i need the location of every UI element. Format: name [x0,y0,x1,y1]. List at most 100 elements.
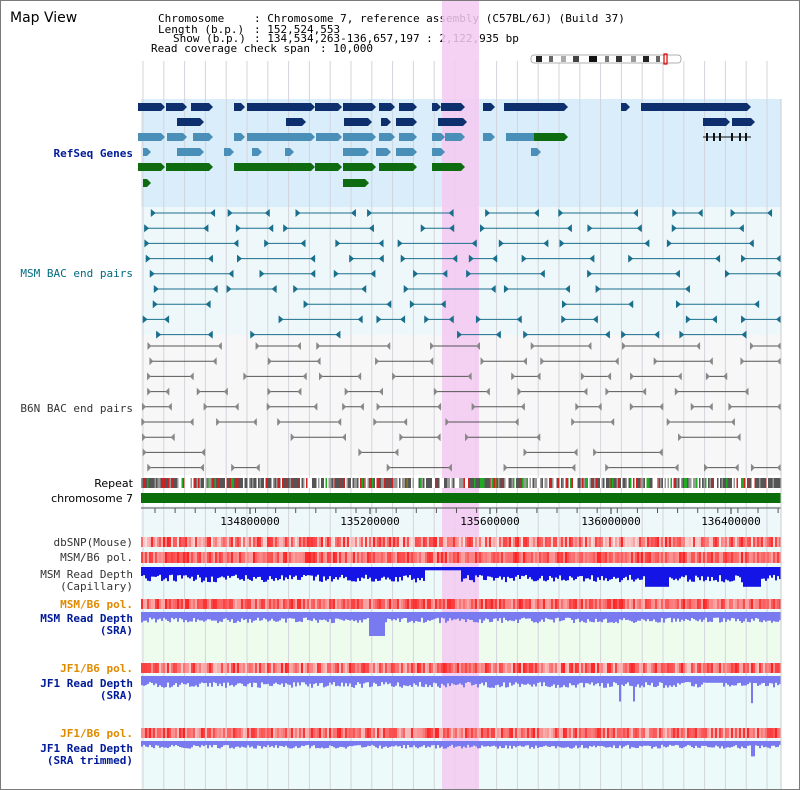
dbsnp-heat [327,537,330,547]
repeat-element [255,478,257,488]
msm-bac-end [730,209,736,217]
msm-sra-depth-bar [681,612,683,620]
msm-b6-pol-heat-2 [375,599,378,609]
jf1-sra-depth-bar [355,676,357,686]
jf1-b6-pol-heat [695,663,698,673]
jf1-b6-pol-heat [389,663,392,673]
dbsnp-heat [699,537,702,547]
repeat-element [451,478,454,488]
refseq-gene-arrow [365,148,369,156]
repeat-element [420,478,422,488]
msm-b6-pol-heat [229,552,232,563]
msm-bac-end [711,315,717,324]
jf1-b6-pol-heat-2 [527,728,530,738]
repeat-element [169,478,172,488]
msm-capillary-depth-bar [457,567,459,571]
msm-b6-pol-heat-2 [489,599,492,609]
repeat-element [304,478,307,488]
msm-b6-pol-heat-2 [373,599,376,609]
msm-sra-depth-bar [315,612,317,621]
jf1-b6-pol-heat [765,663,768,673]
msm-b6-pol-heat [545,552,548,563]
msm-b6-pol-heat [623,552,626,563]
msm-b6-pol-heat-2 [391,599,394,609]
dbsnp-heat [479,537,482,547]
msm-sra-depth-bar [537,612,539,624]
msm-sra-depth-bar [437,612,439,618]
jf1-sra-depth-bar [265,676,267,685]
repeat-element [726,478,728,488]
repeat-element [462,478,464,488]
jf1-b6-pol-heat [473,663,476,673]
jf1-b6-pol-heat-2 [341,728,344,738]
dbsnp-heat [589,537,592,547]
jf1-trimmed-depth-bar [341,741,343,747]
jf1-sra-depth-bar [211,676,213,687]
jf1-b6-pol-heat-2 [509,728,512,738]
ruler-tick-label: 136000000 [581,515,641,528]
msm-sra-depth-bar [277,612,279,622]
msm-sra-depth-bar [567,612,569,618]
jf1-b6-pol-heat [415,663,418,673]
jf1-sra-depth-bar [443,676,445,686]
repeat-element [759,478,761,488]
jf1-b6-pol-heat [613,663,616,673]
refseq-gene-arrow [413,103,417,111]
jf1-b6-pol-heat-2 [523,728,526,738]
msm-capillary-depth-bar [563,567,565,580]
jf1-trimmed-depth-bar [327,741,329,748]
msm-b6-pol-heat-2 [627,599,630,609]
repeat-element [418,478,421,488]
jf1-b6-pol-heat [379,663,382,673]
msm-capillary-depth-bar [509,567,511,579]
jf1-b6-pol-heat-2 [571,728,574,738]
msm-b6-pol-heat [509,552,512,563]
msm-sra-depth-bar [767,612,769,621]
msm-bac-end [767,209,773,217]
msm-b6-pol-heat [293,552,296,563]
repeat-element [711,478,713,488]
msm-capillary-depth-bar [481,567,483,576]
msm-capillary-depth-bar [495,567,497,579]
dbsnp-heat [271,537,274,547]
jf1-b6-pol-heat [171,663,174,673]
jf1-sra-depth-bar [713,676,715,683]
msm-capillary-depth-bar [489,567,491,577]
jf1-b6-pol-heat-2 [381,728,384,738]
jf1-b6-pol-heat-2 [709,728,712,738]
jf1-trimmed-depth-bar [635,741,637,749]
dbsnp-heat [283,537,286,547]
jf1-b6-pol-heat-2 [507,728,510,738]
msm-capillary-depth-bar [251,567,253,581]
msm-b6-pol-heat [405,552,408,563]
msm-capillary-depth-bar [677,567,679,581]
jf1-b6-pol-heat [581,663,584,673]
jf1-b6-pol-heat [729,663,732,673]
b6n-bac-end [471,402,476,411]
msm-sra-depth-bar [541,612,543,620]
msm-b6-pol-heat [215,552,218,563]
msm-bac-end [592,315,598,324]
msm-capillary-depth-bar [773,567,775,575]
jf1-trimmed-depth-bar [255,741,257,749]
refseq-exon [706,133,708,141]
repeat-element [303,478,305,488]
jf1-b6-pol-heat-2 [627,728,630,738]
jf1-trimmed-depth-bar [579,741,581,748]
msm-b6-pol-heat-2 [639,599,642,609]
jf1-sra-depth-bar [405,676,407,686]
jf1-sra-depth-bar [639,676,641,688]
jf1-trimmed-depth-bar [547,741,549,747]
jf1-sra-depth-bar [425,676,427,685]
dbsnp-heat [497,537,500,547]
msm-b6-pol-heat-2 [321,599,324,609]
jf1-sra-depth-bar [699,676,701,687]
repeat-element [247,478,250,488]
msm-b6-pol-heat-2 [313,599,316,609]
jf1-trimmed-depth-bar [603,741,605,747]
msm-b6-pol-heat-2 [229,599,232,609]
jf1-b6-pol-heat-2 [725,728,728,738]
repeat-element [409,478,412,488]
msm-capillary-depth-bar [483,567,485,580]
